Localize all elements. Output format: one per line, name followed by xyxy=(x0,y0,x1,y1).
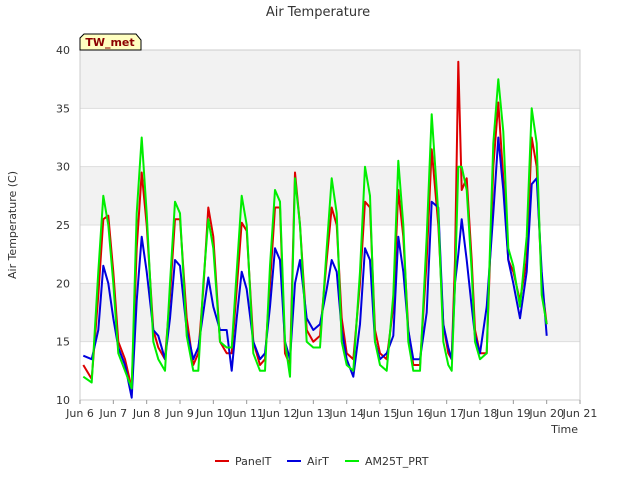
x-tick-label: Jun 11 xyxy=(228,407,264,420)
plot-area-border xyxy=(79,49,581,401)
legend-label: AM25T_PRT xyxy=(365,455,429,468)
background-band xyxy=(80,283,580,342)
y-axis-label: Air Temperature (C) xyxy=(6,171,19,279)
chart-title: Air Temperature xyxy=(266,5,370,20)
site-label-box xyxy=(79,33,142,51)
x-tick-label: Jun 17 xyxy=(428,407,464,420)
x-tick-label: Jun 14 xyxy=(328,407,364,420)
y-axis-ticks: 10 15 20 25 30 35 40 xyxy=(56,44,70,407)
x-tick-label: Jun 15 xyxy=(362,407,398,420)
x-tick-label: Jun 9 xyxy=(165,407,194,420)
x-tick-label: Jun 8 xyxy=(132,407,161,420)
y-tick-label: 15 xyxy=(56,336,70,349)
y-tick-label: 10 xyxy=(56,394,70,407)
x-tick-label: Jun 7 xyxy=(98,407,127,420)
y-tick-label: 25 xyxy=(56,219,70,232)
y-tick-label: 20 xyxy=(56,277,70,290)
y-tick-label: 30 xyxy=(56,161,70,174)
x-tick-label: Jun 10 xyxy=(195,407,231,420)
x-tick-label: Jun 21 xyxy=(562,407,598,420)
legend-label: AirT xyxy=(307,455,329,468)
site-label: TW_met xyxy=(85,36,134,49)
x-tick-label: Jun 6 xyxy=(65,407,94,420)
x-tick-label: Jun 16 xyxy=(395,407,431,420)
x-tick-label: Jun 13 xyxy=(295,407,331,420)
series-line-am25t-prt xyxy=(82,78,548,390)
x-tick-label: Jun 20 xyxy=(528,407,564,420)
x-axis-label: Time xyxy=(550,423,578,436)
legend-label: PanelT xyxy=(235,455,272,468)
y-tick-label: 40 xyxy=(56,44,70,57)
x-tick-label: Jun 18 xyxy=(462,407,498,420)
y-tick-label: 35 xyxy=(56,102,70,115)
x-tick-label: Jun 12 xyxy=(262,407,298,420)
legend: PanelT AirT AM25T_PRT xyxy=(215,455,429,468)
x-tick-label: Jun 19 xyxy=(495,407,531,420)
background-band xyxy=(80,50,580,109)
series-lines xyxy=(82,60,548,399)
site-label-badge: TW_met xyxy=(79,33,142,51)
